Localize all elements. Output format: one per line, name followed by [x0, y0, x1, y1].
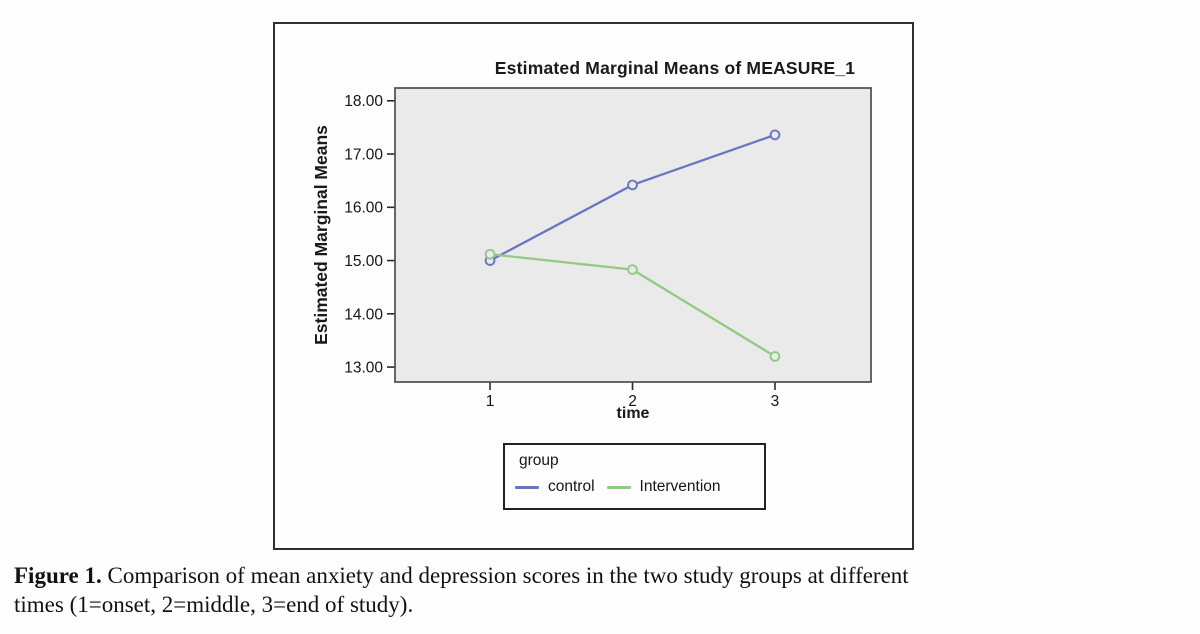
chart-title: Estimated Marginal Means of MEASURE_1	[494, 58, 856, 78]
legend-swatch-intervention	[606, 485, 631, 489]
legend-swatch-control	[515, 485, 539, 489]
y-tick-label: 14.00	[344, 306, 383, 323]
plot-border	[394, 87, 872, 383]
caption-text-line1: Comparison of mean anxiety and depressio…	[107, 563, 909, 588]
x-tick-label: 2	[628, 393, 637, 410]
x-tick-label: 1	[486, 393, 495, 410]
legend: group control Intervention	[503, 443, 766, 510]
caption-text-line2: times (1=onset, 2=middle, 3=end of study…	[14, 592, 414, 617]
y-tick-label: 17.00	[344, 146, 383, 163]
data-point-control	[769, 129, 781, 141]
legend-item-intervention: Intervention	[606, 478, 721, 496]
y-tick-label: 16.00	[344, 200, 383, 217]
line-chart: 18.00 17.00 16.00 15.00 14.00 13.00 1 2 3	[344, 87, 872, 410]
legend-label-intervention: Intervention	[639, 478, 721, 495]
legend-items: control Intervention	[515, 478, 764, 496]
x-tick-label: 3	[771, 393, 780, 410]
legend-label-control: control	[548, 478, 595, 495]
data-point-intervention	[484, 248, 496, 260]
y-tick-label: 18.00	[344, 93, 383, 110]
y-tick-label: 15.00	[344, 253, 383, 270]
figure-caption: Figure 1. Comparison of mean anxiety and…	[14, 561, 1192, 619]
y-tick-label: 13.00	[344, 360, 383, 377]
legend-item-control: control	[515, 478, 595, 496]
x-axis-title: time	[616, 405, 650, 422]
plot-area	[395, 88, 871, 382]
data-point-intervention	[769, 351, 781, 362]
data-point-intervention	[627, 264, 638, 275]
data-point-control	[627, 179, 638, 191]
caption-label: Figure 1.	[14, 563, 102, 588]
legend-title: group	[519, 452, 559, 469]
